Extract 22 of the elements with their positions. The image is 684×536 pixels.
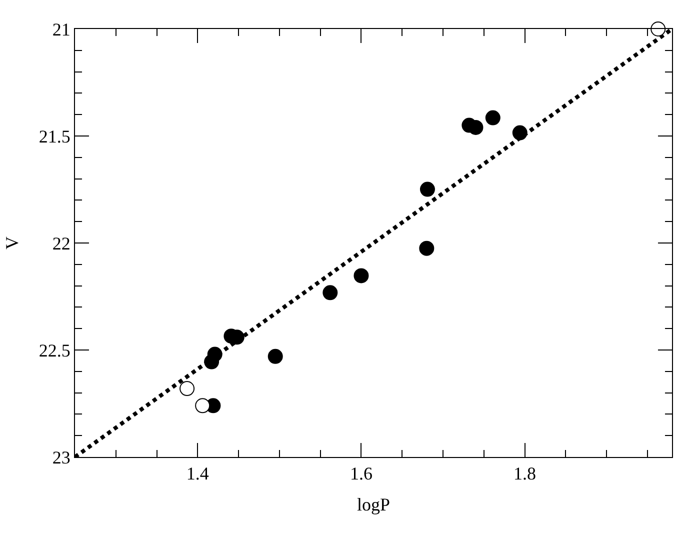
x-tick-label: 1.8 [514, 464, 536, 484]
point [419, 240, 434, 256]
x-tick-label: 1.4 [186, 464, 209, 484]
point [207, 346, 222, 362]
x-tick-label: 1.6 [350, 464, 372, 484]
point [180, 381, 195, 396]
point [195, 398, 210, 414]
point [322, 285, 338, 300]
x-axis-title: logP [356, 494, 390, 515]
y-axis-title: V [2, 236, 22, 250]
point [650, 22, 666, 36]
y-tick-label: 21 [52, 19, 70, 40]
point [485, 110, 500, 126]
y-tick-label: 22 [52, 233, 70, 254]
point [354, 268, 369, 284]
y-tick-label: 23 [52, 447, 70, 468]
point [468, 120, 484, 135]
y-tick-label: 22.5 [38, 340, 70, 360]
y-tick-label: 21.5 [38, 126, 70, 146]
point [268, 348, 283, 364]
point [420, 182, 435, 197]
point [512, 125, 528, 140]
